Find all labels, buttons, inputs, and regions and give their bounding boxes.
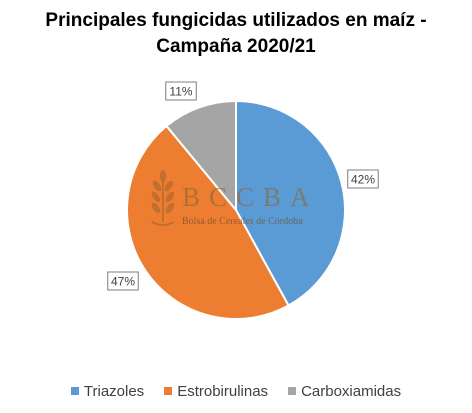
data-label-estrobirulinas: 47% — [107, 271, 139, 291]
legend-item-estrobirulinas: Estrobirulinas — [164, 383, 268, 400]
legend: Triazoles Estrobirulinas Carboxiamidas — [0, 383, 472, 400]
data-label-triazoles: 42% — [347, 169, 379, 189]
pie-slice-triazoles — [235, 99, 346, 307]
pie-slice-carboxiamidas — [165, 99, 237, 213]
data-label-text: 11% — [169, 85, 192, 99]
pie-slices — [126, 99, 346, 320]
watermark-subtitle: Bolsa de Cereales de Córdoba — [182, 216, 303, 227]
legend-swatch — [70, 387, 79, 395]
legend-swatch — [288, 387, 297, 395]
chart-title-line-2: Campaña 2020/21 — [156, 36, 316, 57]
wheat-icon — [151, 170, 175, 226]
chart-title-line-1: Principales fungicidas utilizados en maí… — [45, 10, 427, 31]
legend-label: Estrobirulinas — [177, 383, 269, 400]
watermark-logo: BCCBA Bolsa de Cereales de Córdoba — [151, 170, 319, 227]
legend-item-triazoles: Triazoles — [70, 383, 145, 400]
legend-item-carboxiamidas: Carboxiamidas — [288, 383, 401, 400]
data-label-text: 47% — [111, 275, 135, 289]
pie-slice-estrobirulinas — [126, 124, 290, 320]
data-labels: 42% 47% 11% — [107, 81, 379, 291]
watermark-logo-text: BCCBA — [182, 182, 319, 212]
legend-label: Carboxiamidas — [301, 383, 402, 400]
legend-label: Triazoles — [83, 383, 145, 400]
data-label-text: 42% — [351, 173, 375, 187]
data-label-carboxiamidas: 11% — [165, 81, 197, 101]
legend-swatch — [164, 387, 173, 395]
chart-title: Principales fungicidas utilizados en maí… — [0, 8, 472, 60]
